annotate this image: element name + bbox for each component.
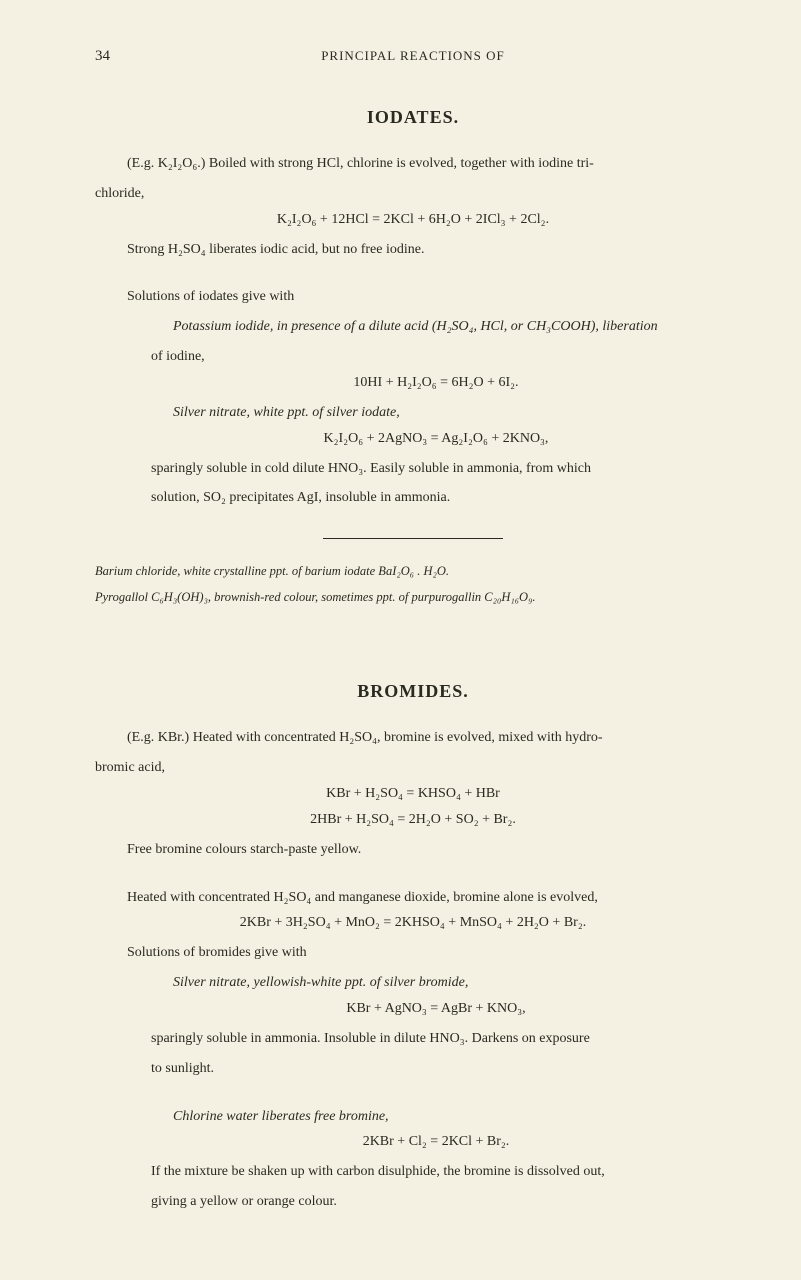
- iodates-para-1a: (E.g. K₂I₂O₆.) Boiled with strong HCl, c…: [95, 152, 731, 176]
- iodates-para-1b: chloride,: [95, 182, 731, 206]
- bromides-para-1b: bromic acid,: [95, 756, 731, 780]
- text: (E.g. K₂I₂O₆.) Boiled with strong HCl, c…: [127, 156, 594, 171]
- bromides-eq-2: 2HBr + H₂SO₄ = 2H₂O + SO₂ + Br₂.: [95, 812, 731, 828]
- text: Potassium iodide, in presence of a dilut…: [173, 319, 658, 334]
- bromides-para-2: Free bromine colours starch-paste yellow…: [95, 838, 731, 862]
- bromides-eq-3: 2KBr + 3H₂SO₄ + MnO₂ = 2KHSO₄ + MnSO₄ + …: [95, 915, 731, 931]
- page: 34 PRINCIPAL REACTIONS OF IODATES. (E.g.…: [0, 0, 801, 1280]
- iodates-para-3: Solutions of iodates give with: [95, 285, 731, 309]
- text: sparingly soluble in cold dilute HNO₃. E…: [151, 457, 721, 481]
- iodates-sub1-eq: 10HI + H₂I₂O₆ = 6H₂O + 6I₂.: [151, 375, 721, 391]
- bromides-sub2-eq: 2KBr + Cl₂ = 2KCl + Br₂.: [151, 1134, 721, 1150]
- bromides-sub-chlorine-water: Chlorine water liberates free bromine, 2…: [151, 1105, 721, 1214]
- bromides-para-4: Solutions of bromides give with: [95, 941, 731, 965]
- bromides-para-3: Heated with concentrated H₂SO₄ and manga…: [95, 886, 731, 910]
- running-head: PRINCIPAL REACTIONS OF: [95, 48, 731, 64]
- page-header: 34 PRINCIPAL REACTIONS OF: [95, 48, 731, 65]
- text: Silver nitrate, yellowish-white ppt. of …: [151, 971, 721, 995]
- bromides-para-1a: (E.g. KBr.) Heated with concentrated H₂S…: [95, 726, 731, 750]
- iodates-sub2-eq: K₂I₂O₆ + 2AgNO₃ = Ag₂I₂O₆ + 2KNO₃,: [151, 431, 721, 447]
- text: to sunlight.: [151, 1057, 721, 1081]
- section-title-bromides: BROMIDES.: [95, 681, 731, 702]
- text: Pyrogallol C₆H₃(OH)₃, brownish-red colou…: [95, 590, 536, 604]
- text: Chlorine water liberates free bromine,: [173, 1109, 389, 1124]
- bromides-sub-silver-nitrate: Silver nitrate, yellowish-white ppt. of …: [151, 971, 721, 1080]
- iodates-note-1: Barium chloride, white crystalline ppt. …: [95, 561, 731, 581]
- divider: [323, 538, 503, 539]
- text: sparingly soluble in ammonia. Insoluble …: [151, 1027, 721, 1051]
- bromides-sub1-eq: KBr + AgNO₃ = AgBr + KNO₃,: [151, 1001, 721, 1017]
- text: giving a yellow or orange colour.: [151, 1190, 721, 1214]
- text: Barium chloride, white crystalline ppt. …: [95, 564, 449, 578]
- bromides-eq-1: KBr + H₂SO₄ = KHSO₄ + HBr: [95, 786, 731, 802]
- section-title-iodates: IODATES.: [95, 107, 731, 128]
- text: solution, SO₂ precipitates AgI, insolubl…: [151, 486, 721, 510]
- iodates-para-2: Strong H₂SO₄ liberates iodic acid, but n…: [95, 238, 731, 262]
- text: of iodine,: [151, 345, 721, 369]
- text: If the mixture be shaken up with carbon …: [151, 1160, 721, 1184]
- text: Potassium iodide, in presence of a dilut…: [151, 315, 721, 339]
- text: Silver nitrate, yellowish-white ppt. of …: [173, 975, 468, 990]
- iodates-eq-1: K₂I₂O₆ + 12HCl = 2KCl + 6H₂O + 2ICl₃ + 2…: [95, 212, 731, 228]
- iodates-sub-silver-nitrate: Silver nitrate, white ppt. of silver iod…: [151, 401, 721, 510]
- iodates-sub-potassium-iodide: Potassium iodide, in presence of a dilut…: [151, 315, 721, 391]
- iodates-note-2: Pyrogallol C₆H₃(OH)₃, brownish-red colou…: [95, 587, 731, 607]
- text: Silver nitrate, white ppt. of silver iod…: [173, 405, 400, 420]
- text: Silver nitrate, white ppt. of silver iod…: [151, 401, 721, 425]
